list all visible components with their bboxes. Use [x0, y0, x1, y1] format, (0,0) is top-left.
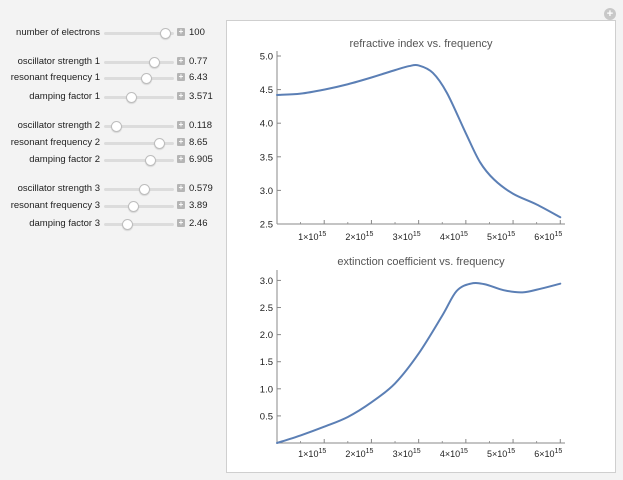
control-row: oscillator strength 1 +0.77	[0, 54, 222, 70]
slider-thumb[interactable]	[128, 201, 140, 212]
slider-track[interactable]	[104, 96, 174, 99]
slider-thumb[interactable]	[141, 73, 153, 84]
extinction-coefficient-chart: extinction coefficient vs. frequency 0.5 1…	[260, 256, 565, 459]
y-tick-label: 5.0	[260, 52, 273, 63]
x-tick-label: 2×1015	[345, 448, 373, 459]
control-row: damping factor 3 +2.46	[0, 216, 222, 232]
x-tick-label: 1×1015	[298, 448, 326, 459]
series-line	[276, 63, 562, 219]
expand-controls-icon[interactable]: +	[177, 218, 185, 227]
y-tick-label: 3.0	[260, 276, 273, 287]
x-tick-label: 2×1015	[345, 231, 373, 242]
slider-thumb[interactable]	[121, 219, 133, 230]
plot-panel: refractive index vs. frequency 2.5 3.0 3.5 4…	[226, 20, 616, 473]
control-value: 3.89	[189, 200, 208, 211]
x-tick-label: 6×1015	[534, 448, 562, 459]
slider-track[interactable]	[104, 61, 174, 64]
window-corner-button[interactable]: +	[604, 8, 616, 20]
refractive-index-chart: refractive index vs. frequency 2.5 3.0 3.5 4…	[260, 38, 565, 242]
y-tick-label: 4.0	[260, 119, 273, 130]
x-tick-label: 4×1015	[440, 231, 468, 242]
control-label: resonant frequency 3	[10, 200, 100, 211]
y-tick-label: 2.5	[260, 303, 273, 314]
expand-controls-icon[interactable]: +	[177, 27, 185, 36]
x-tick-label: 1×1015	[298, 231, 326, 242]
slider-track[interactable]	[104, 223, 174, 226]
slider-track[interactable]	[104, 125, 174, 128]
control-label: oscillator strength 2	[17, 120, 100, 131]
y-tick-label: 2.0	[260, 330, 273, 341]
slider-thumb[interactable]	[138, 184, 150, 195]
expand-controls-icon[interactable]: +	[177, 183, 185, 192]
x-tick-label: 5×1015	[487, 448, 515, 459]
slider-thumb[interactable]	[153, 138, 165, 149]
control-label: oscillator strength 1	[17, 56, 100, 67]
control-value: 0.118	[189, 120, 213, 131]
slider-thumb[interactable]	[148, 57, 160, 68]
expand-controls-icon[interactable]: +	[177, 91, 185, 100]
expand-controls-icon[interactable]: +	[177, 120, 185, 129]
y-tick-label: 3.0	[260, 186, 273, 197]
x-tick-label: 6×1015	[534, 231, 562, 242]
control-row: damping factor 1 +3.571	[0, 89, 222, 105]
chart-title: extinction coefficient vs. frequency	[337, 256, 505, 268]
expand-controls-icon[interactable]: +	[177, 200, 185, 209]
control-label: resonant frequency 2	[10, 137, 100, 148]
expand-controls-icon[interactable]: +	[177, 56, 185, 65]
control-label: oscillator strength 3	[17, 183, 100, 194]
slider-thumb[interactable]	[144, 155, 156, 166]
control-label: number of electrons	[16, 27, 100, 38]
x-tick-label: 3×1015	[393, 448, 421, 459]
control-value: 6.905	[189, 154, 213, 165]
slider-thumb[interactable]	[126, 92, 138, 103]
slider-track[interactable]	[104, 142, 174, 145]
y-tick-label: 4.5	[260, 85, 273, 96]
control-value: 6.43	[189, 72, 208, 83]
control-row: resonant frequency 2 +8.65	[0, 135, 222, 151]
slider-track[interactable]	[104, 77, 174, 80]
series-line	[276, 282, 562, 444]
control-value: 8.65	[189, 137, 208, 148]
control-row: resonant frequency 1 +6.43	[0, 70, 222, 86]
control-value: 0.77	[189, 56, 208, 67]
control-row: number of electrons +100	[0, 25, 222, 41]
control-value: 2.46	[189, 218, 208, 229]
control-row: oscillator strength 2 +0.118	[0, 118, 222, 134]
control-row: oscillator strength 3 +0.579	[0, 181, 222, 197]
control-value: 3.571	[189, 91, 213, 102]
control-label: resonant frequency 1	[10, 72, 100, 83]
control-label: damping factor 2	[29, 154, 100, 165]
y-tick-label: 1.5	[260, 357, 273, 368]
slider-track[interactable]	[104, 32, 174, 35]
expand-controls-icon[interactable]: +	[177, 154, 185, 163]
slider-thumb[interactable]	[159, 28, 171, 39]
y-tick-label: 1.0	[260, 384, 273, 395]
expand-controls-icon[interactable]: +	[177, 137, 185, 146]
control-row: damping factor 2 +6.905	[0, 152, 222, 168]
control-value: 100	[189, 27, 205, 38]
y-tick-label: 0.5	[260, 411, 273, 422]
chart-title: refractive index vs. frequency	[349, 38, 493, 50]
x-tick-label: 3×1015	[393, 231, 421, 242]
x-tick-label: 4×1015	[440, 448, 468, 459]
control-label: damping factor 3	[29, 218, 100, 229]
y-tick-label: 3.5	[260, 152, 273, 163]
control-label: damping factor 1	[29, 91, 100, 102]
slider-thumb[interactable]	[111, 121, 123, 132]
expand-controls-icon[interactable]: +	[177, 72, 185, 81]
control-value: 0.579	[189, 183, 213, 194]
plots-svg: refractive index vs. frequency 2.5 3.0 3.5 4…	[260, 38, 565, 459]
x-tick-label: 5×1015	[487, 231, 515, 242]
y-tick-label: 2.5	[260, 220, 273, 231]
control-row: resonant frequency 3 +3.89	[0, 198, 222, 214]
slider-track[interactable]	[104, 159, 174, 162]
